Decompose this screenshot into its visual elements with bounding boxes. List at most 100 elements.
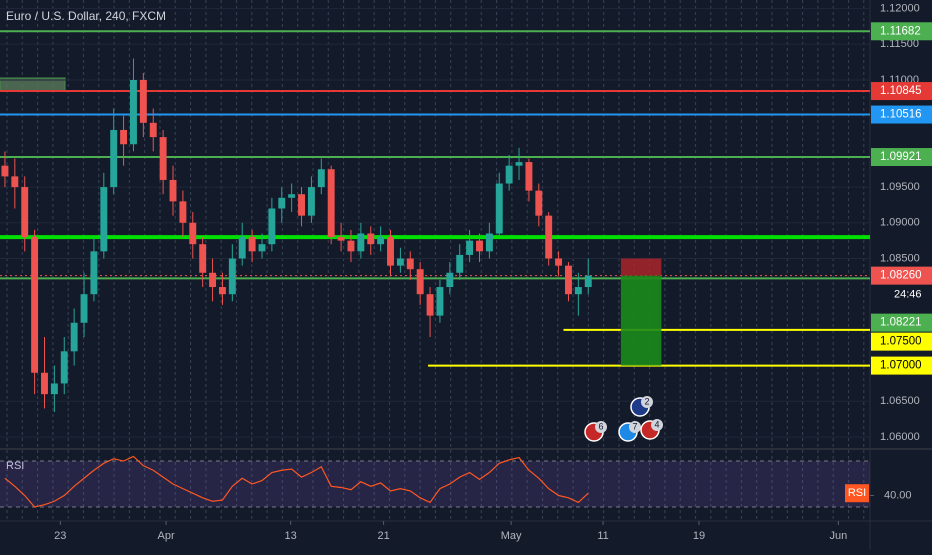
candle-body	[367, 233, 375, 245]
candle-body	[11, 176, 19, 188]
event-badge	[629, 421, 641, 433]
candle-body	[149, 122, 157, 138]
candle-body	[574, 287, 582, 295]
candle-body	[1, 165, 9, 177]
candle-body	[545, 215, 553, 259]
x-tick-label: 13	[285, 530, 297, 542]
x-tick-label: May	[501, 530, 522, 542]
candle-body	[298, 194, 305, 216]
candle-body	[169, 179, 177, 202]
candle-body	[218, 287, 226, 295]
y-tick-label: 1.09000	[880, 217, 920, 229]
candle-body	[327, 169, 335, 238]
candle-body	[485, 233, 493, 252]
rsi-tick-label: 40.00	[884, 489, 912, 501]
event-badge	[641, 396, 653, 408]
rsi-line	[4, 455, 589, 508]
price-tag	[871, 148, 932, 167]
candle-body	[555, 258, 563, 266]
candle-body	[317, 169, 325, 188]
candle-body	[387, 237, 394, 266]
rsi-tag	[845, 484, 869, 503]
price-tag	[871, 266, 932, 285]
candle-body	[100, 187, 108, 252]
price-tag-label: 1.07000	[880, 360, 922, 372]
candle-body	[436, 287, 444, 316]
price-tag-label: 1.10845	[880, 85, 922, 97]
candle-body	[456, 254, 464, 273]
candle-body	[466, 240, 474, 255]
x-tick-label: 21	[377, 530, 389, 542]
candle-body	[446, 272, 454, 288]
y-tick-label: 1.12000	[880, 2, 920, 14]
event-badge	[595, 421, 607, 433]
candle-body	[70, 322, 78, 352]
rsi-title: RSI	[6, 460, 24, 472]
price-tag	[871, 356, 932, 375]
candle-body	[505, 165, 513, 184]
candle-body	[307, 187, 315, 216]
candle-body	[41, 372, 48, 395]
candle-body	[248, 237, 256, 252]
candle-body	[21, 187, 29, 238]
candle-body	[495, 183, 503, 234]
candle-body	[139, 79, 147, 123]
candle-body	[238, 237, 246, 259]
event-count: 7	[632, 421, 637, 431]
price-tag	[871, 105, 932, 124]
candle-body	[357, 233, 365, 252]
candle-body	[535, 190, 543, 216]
y-tick-label: 1.09500	[880, 181, 920, 193]
event-count: 4	[654, 419, 659, 429]
x-tick-label: Jun	[829, 530, 847, 542]
rsi-tag-label: RSI	[848, 487, 866, 499]
x-tick-label: 11	[597, 530, 608, 542]
price-tag-label: 1.08260	[880, 270, 922, 282]
candle-body	[258, 244, 266, 252]
chart-title: Euro / U.S. Dollar, 240, FXCM	[6, 9, 166, 23]
candle-body	[565, 265, 572, 295]
price-tag-label: 1.07500	[880, 336, 922, 348]
candle-body	[288, 194, 296, 198]
x-tick-label: 19	[693, 530, 705, 542]
x-tick-label: 23	[54, 530, 66, 542]
position-target	[620, 275, 662, 366]
candle-body	[416, 269, 424, 295]
candle-body	[31, 237, 39, 373]
y-tick-label: 1.11500	[880, 38, 919, 50]
candle-body	[515, 162, 523, 166]
y-tick-label: 1.06000	[880, 431, 920, 443]
y-tick-label: 1.06500	[880, 395, 920, 407]
candle-body	[90, 251, 98, 295]
price-tag-label: 1.10516	[880, 109, 922, 121]
candle-body	[584, 275, 592, 288]
position-stop	[620, 258, 662, 276]
candle-body	[60, 351, 68, 384]
rsi-band	[0, 461, 870, 508]
price-tag	[871, 22, 932, 41]
x-tick-label: Apr	[158, 530, 175, 542]
candle-body	[347, 240, 355, 252]
candle-body	[189, 222, 197, 245]
price-tag	[871, 313, 932, 332]
price-tag	[871, 332, 932, 351]
event-count: 2	[644, 396, 649, 406]
candle-body	[130, 79, 137, 145]
grid-pattern	[0, 0, 870, 520]
candle-body	[80, 294, 88, 323]
candle-body	[406, 258, 414, 270]
candle-body	[396, 258, 404, 266]
price-tag-label: 1.08221	[880, 317, 922, 329]
candle-body	[426, 294, 434, 316]
candle-body	[337, 237, 345, 241]
candle-body	[209, 272, 217, 288]
candle-body	[110, 129, 118, 188]
event-badge	[651, 419, 663, 431]
price-tag-label: 1.11682	[880, 25, 921, 37]
candle-body	[179, 201, 187, 223]
candle-body	[268, 208, 276, 245]
price-tag	[871, 82, 932, 101]
candle-body	[50, 383, 58, 395]
candle-body	[377, 237, 385, 245]
